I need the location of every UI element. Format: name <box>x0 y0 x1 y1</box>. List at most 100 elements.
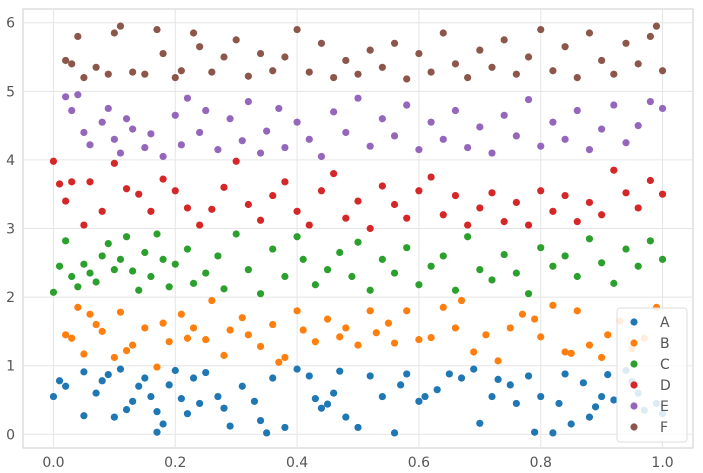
data-point <box>518 310 527 318</box>
data-point <box>80 221 88 229</box>
legend-label: C <box>660 357 670 373</box>
data-point <box>342 413 350 421</box>
data-point <box>512 70 520 78</box>
data-point <box>104 371 112 379</box>
data-point <box>177 67 185 75</box>
data-point <box>390 132 399 140</box>
data-point <box>80 73 88 82</box>
data-point <box>561 135 569 143</box>
data-point <box>250 397 259 405</box>
legend-box <box>616 307 688 443</box>
data-point <box>354 423 362 432</box>
data-point <box>116 365 125 373</box>
data-point <box>658 104 667 113</box>
data-point <box>652 22 661 30</box>
data-point <box>293 233 301 241</box>
data-point <box>604 371 612 379</box>
data-point <box>269 67 277 75</box>
data-point <box>263 127 271 135</box>
data-point <box>634 122 642 130</box>
data-point <box>506 324 514 332</box>
data-point <box>159 175 167 183</box>
data-point <box>62 237 70 245</box>
data-point <box>202 336 210 344</box>
data-point <box>323 266 332 274</box>
data-point <box>293 365 301 373</box>
data-point <box>141 324 149 332</box>
data-point <box>476 419 484 427</box>
data-point <box>658 67 667 75</box>
data-point <box>244 266 252 274</box>
data-point <box>561 252 569 260</box>
data-point <box>159 420 167 428</box>
data-point <box>116 22 125 30</box>
data-point <box>317 39 326 47</box>
data-point <box>610 279 618 287</box>
data-point <box>220 404 228 412</box>
data-point <box>171 73 179 82</box>
data-point <box>92 389 100 397</box>
data-point <box>415 146 423 154</box>
data-point <box>189 279 198 287</box>
data-point <box>122 405 131 414</box>
data-point <box>244 72 252 80</box>
data-point <box>415 281 423 289</box>
data-point <box>634 262 642 270</box>
data-point <box>256 290 265 298</box>
data-point <box>214 252 222 260</box>
data-point <box>427 118 435 126</box>
data-point <box>80 368 88 376</box>
data-point <box>183 204 192 212</box>
data-point <box>189 29 198 37</box>
data-point <box>86 310 94 318</box>
legend-marker <box>630 360 638 368</box>
data-point <box>537 244 545 252</box>
data-point <box>177 310 185 318</box>
data-point <box>68 178 76 186</box>
data-point <box>512 198 520 207</box>
legend-label: B <box>660 336 670 352</box>
data-point <box>415 49 423 58</box>
data-point <box>202 269 210 277</box>
data-point <box>110 353 118 362</box>
data-point <box>451 60 460 68</box>
data-point <box>159 255 167 263</box>
data-point <box>68 60 76 68</box>
y-tick-label: 5 <box>6 84 15 100</box>
data-point <box>98 207 106 215</box>
data-point <box>110 413 118 421</box>
data-point <box>147 207 155 215</box>
data-point <box>196 221 204 229</box>
x-tick-label: 0.6 <box>408 455 430 471</box>
data-point <box>598 125 606 133</box>
data-point <box>62 93 70 101</box>
data-point <box>135 190 143 198</box>
data-point <box>537 333 545 341</box>
data-point <box>196 43 204 51</box>
data-point <box>153 363 161 371</box>
data-point <box>354 238 362 246</box>
data-point <box>122 115 131 123</box>
data-point <box>110 159 118 167</box>
data-point <box>92 63 100 71</box>
data-point <box>336 367 344 375</box>
data-point <box>232 157 240 165</box>
y-tick-label: 2 <box>6 290 15 306</box>
data-point <box>658 255 667 263</box>
data-point <box>622 189 630 197</box>
data-point <box>116 308 125 316</box>
legend-label: E <box>660 399 669 415</box>
data-point <box>427 333 435 342</box>
data-point <box>378 255 386 263</box>
data-point <box>330 108 338 116</box>
data-point <box>378 63 386 71</box>
data-point <box>579 379 587 387</box>
data-point <box>244 98 252 106</box>
data-point <box>275 358 283 366</box>
data-point <box>129 397 137 405</box>
data-point <box>147 272 155 281</box>
data-point <box>451 324 460 332</box>
data-point <box>634 204 642 212</box>
data-point <box>62 382 70 390</box>
data-point <box>62 56 70 65</box>
